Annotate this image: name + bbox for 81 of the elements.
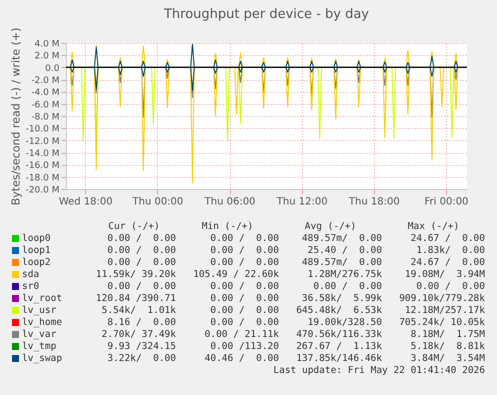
legend-label: lv_var — [21, 328, 58, 340]
text: 36.58k/ 5.99k — [300, 292, 382, 304]
y-tick-label: -14.0 M — [26, 149, 60, 159]
text: 0.00 / 0.00 — [209, 244, 279, 256]
text: 5.18k/ 8.81k — [410, 340, 485, 352]
text: 24.67 / 0.00 — [410, 256, 485, 268]
text: 0.00 / 21.11k — [204, 328, 279, 340]
text: 489.57m/ 0.00 — [300, 256, 382, 268]
legend-label: sr0 — [21, 280, 40, 292]
text: 3.22k/ 0.00 — [106, 352, 176, 364]
text: 0.00 / 0.00 — [312, 280, 382, 292]
text: 0.00 /113.20 — [209, 340, 279, 352]
y-tick-label: -8.0 M — [31, 112, 60, 122]
text: 1.28M/276.75k — [306, 268, 382, 280]
legend-label: loop2 — [21, 256, 52, 268]
text: 12.18M/257.17k — [404, 304, 485, 316]
text: 267.67 / 1.13k — [295, 340, 382, 352]
text: Cur (-/+) — [107, 220, 161, 232]
x-tick-label: Thu 12:00 — [276, 196, 328, 208]
text: 0.00 / 0.00 — [106, 256, 176, 268]
text: 40.46 / 0.00 — [204, 352, 279, 364]
y-tick-label: 2.0 M — [34, 52, 60, 62]
text: 0.00 / 0.00 — [106, 280, 176, 292]
text: 120.84 /390.71 — [94, 292, 176, 304]
x-tick-label: Thu 00:00 — [131, 196, 184, 208]
text: 8.16 / 0.00 — [106, 316, 176, 328]
x-tick-label: Wed 18:00 — [58, 196, 113, 208]
text: 0.00 / 0.00 — [209, 232, 279, 244]
y-tick-label: -2.0 M — [31, 76, 60, 86]
y-tick-label: 4.0 M — [34, 40, 60, 50]
text: 0.00 / 0.00 — [415, 280, 485, 292]
text: 3.84M/ 3.54M — [410, 352, 485, 364]
y-tick-label: 0.0 — [45, 64, 60, 74]
text: 19.08M/ 3.94M — [404, 268, 485, 280]
legend-label: lv_swap — [21, 352, 64, 364]
text: 2.70k/ 37.49k — [100, 328, 176, 340]
text: 19.00k/328.50 — [306, 316, 382, 328]
legend-label: lv_home — [21, 316, 64, 328]
legend-label: lv_tmp — [21, 340, 58, 352]
text: 645.48k/ 6.53k — [295, 304, 382, 316]
text: 105.49 / 22.60k — [192, 268, 279, 280]
text: 489.57m/ 0.00 — [300, 232, 382, 244]
legend-label: loop0 — [21, 232, 52, 244]
text: 0.00 / 0.00 — [209, 316, 279, 328]
text: 909.10k/779.28k — [398, 292, 485, 304]
text: 137.85k/146.46k — [295, 352, 382, 364]
legend-label: loop1 — [21, 244, 52, 256]
y-tick-label: -18.0 M — [26, 173, 60, 184]
x-tick-label: Fri 00:00 — [424, 196, 468, 208]
y-tick-label: -12.0 M — [26, 136, 60, 147]
text: Last update: Fri May 22 01:41:40 2026 — [272, 364, 485, 376]
text: 0.00 / 0.00 — [209, 292, 279, 304]
text: 705.24k/ 10.05k — [398, 316, 485, 328]
text: 0.00 / 0.00 — [106, 244, 176, 256]
text: 5.54k/ 1.01k — [100, 304, 176, 316]
text: 24.67 / 0.00 — [410, 232, 485, 244]
text: 11.59k/ 39.20k — [94, 268, 176, 280]
text: 8.18M/ 1.75M — [410, 328, 485, 340]
y-axis-title: Bytes/second read (-) / write (+) — [10, 28, 23, 206]
y-tick-label: -4.0 M — [31, 88, 60, 98]
y-tick-label: -6.0 M — [31, 100, 60, 110]
legend-label: lv_root — [21, 292, 64, 304]
x-tick-label: Thu 06:00 — [204, 196, 256, 208]
y-tick-label: -10.0 M — [26, 124, 60, 135]
text: 470.56k/116.33k — [295, 328, 382, 340]
text: Avg (-/+) — [304, 220, 358, 232]
chart-title: Throughput per device - by day — [162, 7, 370, 22]
text: 1.83k/ 0.00 — [415, 244, 485, 256]
text: 0.00 / 0.00 — [209, 304, 279, 316]
x-tick-label: Thu 18:00 — [348, 196, 400, 208]
text: 0.00 / 0.00 — [209, 256, 279, 268]
text: 0.00 / 0.00 — [209, 280, 279, 292]
y-tick-label: -20.0 M — [26, 186, 60, 196]
y-tick-label: -16.0 M — [26, 161, 60, 172]
legend-label: lv_usr — [21, 304, 58, 316]
text: 0.00 / 0.00 — [106, 232, 176, 244]
text: 9.93 /324.15 — [106, 340, 176, 352]
legend-label: sda — [21, 268, 40, 280]
text: Min (-/+) — [200, 220, 254, 232]
text: 25.40 / 0.00 — [306, 244, 382, 256]
text: Max (-/+) — [406, 220, 460, 232]
